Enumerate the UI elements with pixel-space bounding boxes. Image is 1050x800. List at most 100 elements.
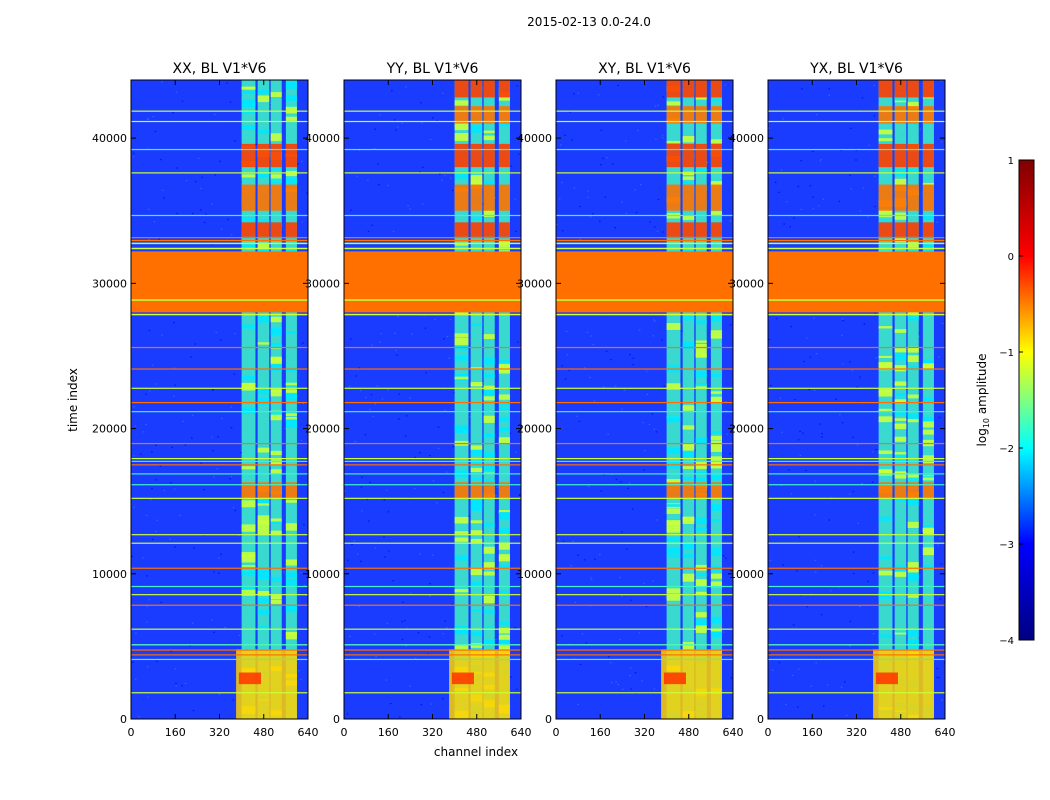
flagged-row [556,594,733,596]
flagged-row [556,110,733,112]
flagged-row [344,247,521,250]
flagged-row [131,692,308,694]
flagged-row [344,299,521,301]
y-tick-label: 10000 [729,568,764,581]
rfi-hot-patch [270,482,282,499]
colorbar-tick-label: −2 [999,444,1014,455]
rfi-hot-patch [710,80,722,98]
flagged-row [768,237,945,239]
burst-core [875,672,898,685]
panels: XX, BL V1*V6 0 160 320 480 640 0 10000 20000 3000… [92,61,956,739]
rfi-hot-patch [257,184,270,211]
x-tick-label: 480 [678,726,699,739]
flagged-row [344,214,521,217]
rfi-hot-patch [922,482,934,499]
rfi-hot-patch [682,80,695,98]
rfi-hot-patch [285,184,297,211]
rfi-hot-patch [710,143,722,168]
flagged-row [768,692,945,694]
rfi-hot-patch [285,222,297,237]
flagged-row [344,567,521,569]
rfi-hot-patch [710,222,722,237]
rfi-band [695,80,707,719]
flagged-row [556,457,733,460]
flagged-row [768,457,945,460]
x-tick-label: 640 [511,726,532,739]
rfi-hot-patch [241,222,256,237]
panel-title: YX, BL V1*V6 [809,61,903,77]
x-tick-label: 640 [723,726,744,739]
y-tick-label: 10000 [305,568,340,581]
rfi-hot-patch [682,106,695,124]
y-tick-label: 20000 [729,423,764,436]
flagged-row [131,442,308,445]
rfi-hot-patch [695,184,707,211]
flagged-row [768,604,945,606]
flagged-row [556,313,733,316]
panel-3: XY, BL V1*V6 0 160 320 480 640 0 10000 20000 3000… [517,61,744,739]
flagged-row [131,299,308,301]
flagged-row [556,346,733,349]
flagged-row [344,120,521,123]
flagged-row [344,346,521,349]
colorbar-label: log10 amplitude [975,354,991,447]
y-tick-label: 30000 [305,277,340,290]
rfi-hot-patch [695,482,707,499]
flagged-row [556,239,733,242]
flagged-row [131,120,308,123]
rfi-hot-patch [257,143,270,168]
rfi-band [666,80,681,719]
rfi-hot-patch [695,222,707,237]
flagged-row [768,628,945,630]
panel-title: XX, BL V1*V6 [173,61,267,77]
panel-heatmap [768,80,945,719]
flagged-row [768,239,945,242]
rfi-hot-patch [270,184,282,211]
flagged-row [344,534,521,536]
rfi-hot-patch [894,184,907,211]
colorbar-tick-label: 1 [1008,156,1014,167]
panel-title: XY, BL V1*V6 [598,61,691,77]
flagged-row [556,411,733,413]
flagged-row [768,247,945,250]
flagged-row [768,299,945,301]
y-tick-label: 0 [757,713,764,726]
colorbar-tick-label: −4 [999,636,1014,647]
flagged-row [768,148,945,151]
y-tick-label: 20000 [305,423,340,436]
y-tick-label: 30000 [517,277,552,290]
flagged-row [344,460,521,462]
flagged-row [768,567,945,569]
rfi-hot-patch [454,482,469,499]
rfi-band [682,80,695,719]
rfi-hot-patch [878,80,893,98]
flagged-row [556,585,733,588]
colorbar-tick-label: 0 [1008,252,1014,263]
flagged-row [556,567,733,569]
flagged-block [556,251,733,313]
panel-heatmap [556,80,733,719]
rfi-hot-patch [498,106,510,124]
rfi-hot-patch [682,143,695,168]
flagged-row [768,460,945,462]
flagged-row [131,594,308,596]
flagged-row [556,299,733,301]
flagged-row [131,464,308,466]
rfi-band [878,80,893,719]
flagged-row [556,460,733,462]
x-tick-label: 160 [165,726,186,739]
rfi-hot-patch [878,143,893,168]
colorbar-tick-label: −1 [999,348,1014,359]
rfi-hot-patch [907,143,919,168]
rfi-hot-patch [907,106,919,124]
rfi-hot-patch [483,106,495,124]
flagged-row [556,604,733,606]
flagged-row [131,401,308,404]
flagged-row [344,628,521,630]
flagged-row [131,411,308,413]
y-axis-label: time index [66,368,80,432]
flagged-row [131,346,308,349]
flagged-row [768,649,945,651]
y-tick-label: 40000 [517,132,552,145]
